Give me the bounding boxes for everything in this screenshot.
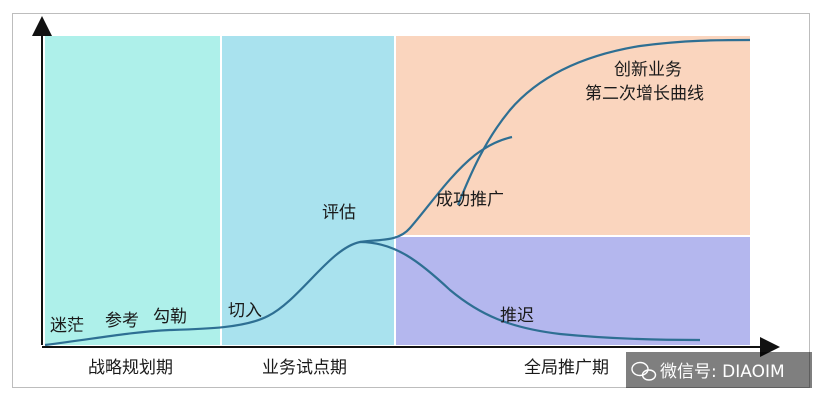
- label-confused: 迷茫: [50, 316, 84, 336]
- second-growth-curve: [456, 38, 751, 206]
- label-retreat: 推迟: [500, 306, 534, 326]
- pilot-region: [222, 36, 394, 345]
- stage-rollout: 全局推广期: [524, 358, 609, 378]
- label-entry: 切入: [228, 301, 262, 321]
- label-second-curve-line1: 创新业务: [614, 60, 682, 80]
- stage-strategy: 战略规划期: [88, 358, 173, 378]
- label-second-curve-line2: 第二次增长曲线: [585, 84, 704, 104]
- wechat-icon: [631, 361, 657, 381]
- main-growth-curve: [44, 135, 513, 347]
- retreat-curve: [359, 240, 701, 342]
- stage-pilot: 业务试点期: [262, 358, 347, 378]
- label-outline: 勾勒: [153, 307, 187, 327]
- diagram-frame: [12, 13, 810, 388]
- watermark: 微信号: DIAOIM: [626, 352, 812, 388]
- label-success-promote: 成功推广: [436, 190, 504, 210]
- growth-region: [396, 36, 750, 235]
- label-reference: 参考: [105, 311, 139, 331]
- watermark-text: 微信号: DIAOIM: [660, 362, 785, 382]
- label-evaluate: 评估: [322, 203, 356, 223]
- strategy-region: [45, 36, 220, 345]
- retreat-region: [396, 237, 750, 345]
